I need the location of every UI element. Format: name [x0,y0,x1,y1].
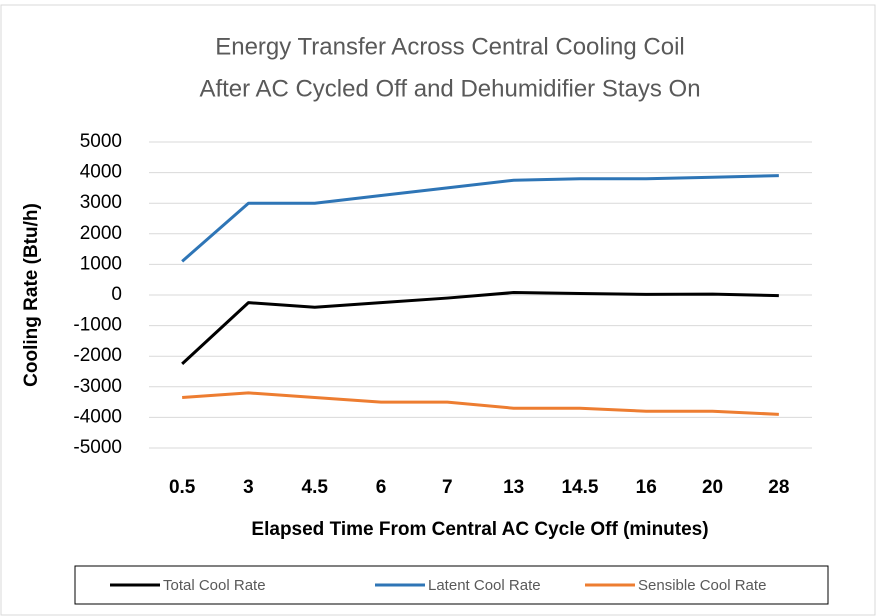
legend-label: Sensible Cool Rate [638,577,766,594]
y-tick-label: 2000 [80,223,122,244]
x-tick-label: 20 [702,477,723,498]
y-tick-label: 1000 [80,253,122,274]
x-tick-label: 3 [243,477,254,498]
chart-title: Energy Transfer Across Central Cooling C… [215,33,685,60]
y-tick-label: -1000 [73,315,122,336]
x-tick-label: 4.5 [302,477,329,498]
x-tick-label: 14.5 [561,477,598,498]
y-tick-label: 5000 [80,131,122,152]
y-tick-label: -5000 [73,437,122,458]
series-line [181,174,779,263]
x-axis-title: Elapsed Time From Central AC Cycle Off (… [251,519,708,540]
legend-label: Latent Cool Rate [428,577,541,594]
y-tick-label: 0 [111,284,122,305]
y-tick-label: 4000 [80,162,122,183]
y-tick-label: -2000 [73,345,122,366]
y-tick-label: -3000 [73,376,122,397]
x-tick-label: 0.5 [169,477,196,498]
series-line [181,291,779,365]
y-tick-label: -4000 [73,406,122,427]
y-axis-title: Cooling Rate (Btu/h) [21,203,42,387]
x-tick-label: 28 [768,477,789,498]
x-tick-label: 16 [636,477,657,498]
y-tick-label: 3000 [80,192,122,213]
chart-frame [0,4,876,616]
legend-label: Total Cool Rate [163,577,266,594]
x-tick-label: 7 [442,477,453,498]
x-tick-label: 6 [376,477,387,498]
legend-box [74,565,829,605]
x-tick-label: 13 [503,477,524,498]
series-line [182,391,779,416]
chart-title: After AC Cycled Off and Dehumidifier Sta… [199,75,700,102]
